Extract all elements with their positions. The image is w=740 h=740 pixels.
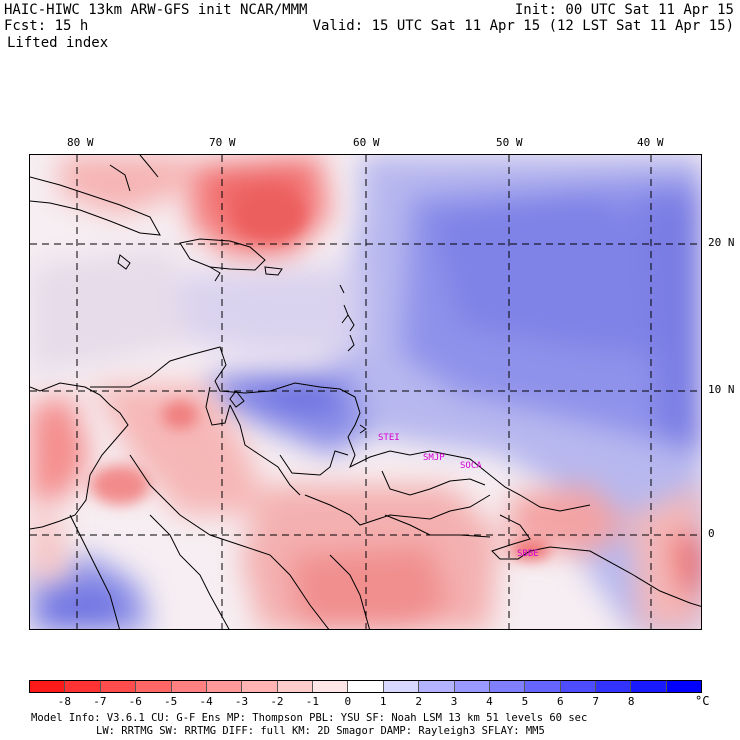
colorbar-swatch xyxy=(383,681,420,692)
colorbar-swatch xyxy=(171,681,207,692)
lon-label-50w: 50 W xyxy=(496,136,523,149)
lon-label-80w: 80 W xyxy=(67,136,94,149)
lon-label-40w: 40 W xyxy=(637,136,664,149)
lon-label-70w: 70 W xyxy=(209,136,236,149)
colorbar-swatch xyxy=(666,681,702,692)
colorbar-swatch xyxy=(596,681,632,692)
colorbar-tick-label: -4 xyxy=(199,695,213,708)
colorbar-swatch xyxy=(560,681,596,692)
colorbar-swatch xyxy=(206,681,243,692)
field-name: Lifted index xyxy=(7,35,109,51)
colorbar-tick-label: -5 xyxy=(164,695,178,708)
unstable-region xyxy=(30,155,701,629)
lat-label-20n: 20 N xyxy=(708,236,735,249)
colorbar-tick-label: 3 xyxy=(450,695,458,708)
init-time: Init: 00 UTC Sat 11 Apr 15 xyxy=(514,2,734,18)
colorbar-swatch xyxy=(454,681,490,692)
lon-label-60w: 60 W xyxy=(353,136,380,149)
colorbar xyxy=(29,680,702,693)
colorbar-swatch xyxy=(489,681,526,692)
colorbar-unit: °C xyxy=(695,694,710,708)
coastlines xyxy=(30,155,701,629)
colorbar-tick-label: 8 xyxy=(627,695,635,708)
colorbar-tick-label: -1 xyxy=(305,695,319,708)
station-sbbe: SBBE xyxy=(517,549,539,559)
colorbar-tick-label: 0 xyxy=(344,695,352,708)
lat-label-eq: 0 xyxy=(708,527,715,540)
valid-time: Valid: 15 UTC Sat 11 Apr 15 (12 LST Sat … xyxy=(312,18,734,34)
lifted-index-map: STEI SMJP SOCA SBBE xyxy=(29,154,702,630)
colorbar-tick-label: -8 xyxy=(57,695,72,708)
colorbar-tick-label: 1 xyxy=(379,695,387,708)
colorbar-swatch xyxy=(242,681,278,692)
colorbar-tick-label: -7 xyxy=(93,695,107,708)
forecast-hour: Fcst: 15 h xyxy=(4,18,89,34)
map-canvas xyxy=(30,155,701,629)
colorbar-swatch xyxy=(419,681,455,692)
model-info-line1: Model Info: V3.6.1 CU: G-F Ens MP: Thomp… xyxy=(31,712,588,724)
colorbar-swatch xyxy=(277,681,313,692)
station-smjp: SMJP xyxy=(423,453,445,463)
colorbar-swatch xyxy=(65,681,101,692)
colorbar-tick-label: 5 xyxy=(521,695,529,708)
colorbar-tick-label: 6 xyxy=(557,695,564,708)
model-title: HAIC-HIWC 13km ARW-GFS init NCAR/MMM xyxy=(4,2,308,18)
colorbar-swatch xyxy=(631,681,667,692)
station-stei: STEI xyxy=(378,433,400,443)
graticule xyxy=(30,155,701,629)
colorbar-tick-label: -2 xyxy=(270,695,284,708)
model-info-line2: LW: RRTMG SW: RRTMG DIFF: full KM: 2D Sm… xyxy=(96,725,545,737)
colorbar-swatch xyxy=(348,681,384,692)
colorbar-tick-label: 2 xyxy=(415,695,422,708)
colorbar-swatch xyxy=(525,681,561,692)
station-soca: SOCA xyxy=(460,461,482,471)
colorbar-tick-label: 4 xyxy=(486,695,493,708)
colorbar-swatch xyxy=(313,681,349,692)
colorbar-swatch xyxy=(30,681,66,692)
colorbar-tick-label: -6 xyxy=(128,695,142,708)
colorbar-tick-label: -3 xyxy=(234,695,249,708)
colorbar-swatch xyxy=(100,681,137,692)
colorbar-tick-label: 7 xyxy=(592,695,600,708)
colorbar-swatch xyxy=(136,681,172,692)
lat-label-10n: 10 N xyxy=(708,383,735,396)
